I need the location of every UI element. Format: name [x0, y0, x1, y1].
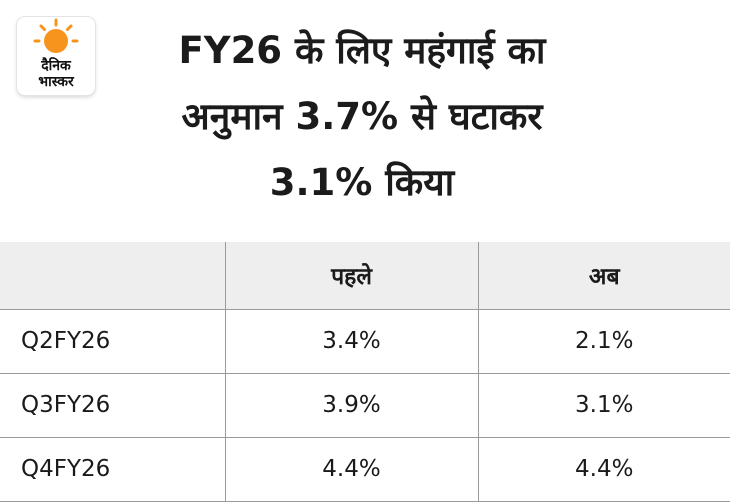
logo-text-line1: दैनिक [41, 58, 71, 74]
cell-now: 4.4% [477, 436, 730, 502]
dainik-bhaskar-logo: दैनिक भास्कर [17, 17, 95, 95]
row-label: Q2FY26 [0, 309, 226, 374]
headline: FY26 के लिए महंगाई का अनुमान 3.7% से घटा… [102, 18, 622, 216]
header-empty-cell [0, 242, 226, 310]
header-now: अब [477, 242, 730, 310]
cell-before: 3.4% [224, 309, 479, 374]
headline-line3: 3.1% किया [269, 161, 455, 204]
inflation-forecast-table: पहले अब Q2FY26 3.4% 2.1% Q3FY26 3.9% 3.1… [0, 242, 730, 502]
table-header-row: पहले अब [0, 242, 730, 310]
row-label: Q4FY26 [0, 436, 226, 502]
logo-text-line2: भास्कर [38, 74, 74, 90]
cell-now: 3.1% [477, 372, 730, 438]
headline-line1: FY26 के लिए महंगाई का [178, 29, 546, 72]
cell-now: 2.1% [477, 309, 730, 374]
table-row: Q3FY26 3.9% 3.1% [0, 372, 730, 438]
headline-line2: अनुमान 3.7% से घटाकर [181, 95, 543, 138]
header-before: पहले [224, 242, 479, 310]
table-row: Q4FY26 4.4% 4.4% [0, 436, 730, 502]
sun-icon [33, 18, 79, 53]
cell-before: 4.4% [224, 436, 479, 502]
row-label: Q3FY26 [0, 372, 226, 438]
cell-before: 3.9% [224, 372, 479, 438]
table-row: Q2FY26 3.4% 2.1% [0, 309, 730, 374]
